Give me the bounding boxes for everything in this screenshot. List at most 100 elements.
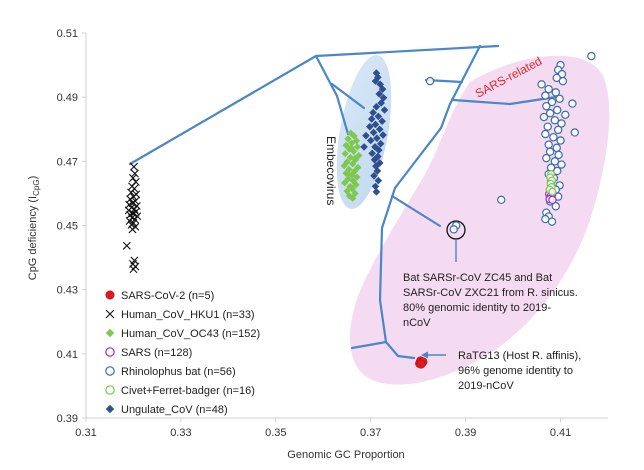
point-ungulate bbox=[367, 115, 376, 123]
dendrogram-trunk-base bbox=[350, 340, 388, 350]
data-marks bbox=[122, 51, 596, 369]
point-oc43 bbox=[351, 154, 359, 162]
dendrogram-top-branch bbox=[314, 44, 500, 58]
point-oc43 bbox=[347, 129, 355, 137]
point-hku1 bbox=[129, 162, 138, 171]
series-oc43 bbox=[340, 129, 363, 202]
legend-item-rhino: Rhinolophus bat (n=56) bbox=[105, 366, 236, 378]
y-tick-label: 0.45 bbox=[57, 221, 78, 233]
legend-item-civet: Civet+Ferret-badger (n=16) bbox=[105, 385, 255, 397]
legend-marker-oc43 bbox=[105, 328, 115, 338]
point-oc43 bbox=[355, 151, 363, 160]
y-axis-title: CpG deficiency (ICpG) bbox=[27, 176, 41, 281]
point-rhino bbox=[550, 116, 560, 125]
dendrogram-sars-branch bbox=[439, 44, 482, 130]
y-axis-title-end: ) bbox=[27, 176, 39, 180]
y-tick-label: 0.47 bbox=[57, 156, 78, 168]
point-rhino bbox=[553, 166, 562, 176]
legend: SARS-CoV-2 (n=5) Human_CoV_HKU1 (n=33) Hum… bbox=[105, 290, 260, 416]
legend-marker-sarscov2 bbox=[105, 290, 115, 300]
legend-label-ungulate: Ungulate_CoV (n=48) bbox=[121, 404, 228, 416]
zc45-highlight-ring bbox=[446, 220, 466, 240]
dendrogram-embecovirus-branch bbox=[314, 54, 350, 136]
y-tick-label: 0.51 bbox=[57, 28, 78, 40]
point-civet bbox=[548, 187, 557, 196]
legend-label-sarscov2: SARS-CoV-2 (n=5) bbox=[121, 290, 214, 302]
point-rhino bbox=[558, 76, 568, 86]
zc45-annotation-line-1: Bat SARSr-CoV ZC45 and Bat bbox=[403, 272, 552, 284]
point-ungulate bbox=[374, 176, 383, 185]
point-oc43 bbox=[350, 147, 358, 155]
dendrogram-hku1-branch bbox=[128, 54, 318, 166]
point-oc43 bbox=[353, 173, 361, 181]
point-ungulate bbox=[378, 117, 386, 126]
legend-label-civet: Civet+Ferret-badger (n=16) bbox=[121, 385, 255, 397]
x-axis-title: Genomic GC Proportion bbox=[287, 449, 404, 461]
point-ungulate bbox=[379, 131, 387, 139]
point-rhino bbox=[541, 91, 550, 100]
point-oc43 bbox=[347, 144, 355, 152]
legend-marker-civet bbox=[105, 385, 115, 395]
dendrogram-sars-inner-branch-2 bbox=[451, 95, 558, 106]
legend-item-sarscov2: SARS-CoV-2 (n=5) bbox=[105, 290, 214, 302]
zc45-annotation-line-2: SARSr-CoV ZXC21 from R. sinicus. bbox=[403, 287, 578, 299]
legend-label-rhino: Rhinolophus bat (n=56) bbox=[121, 366, 236, 378]
legend-label-hku1: Human_CoV_HKU1 (n=33) bbox=[121, 309, 255, 321]
point-rhino bbox=[549, 133, 558, 142]
ratg13-arrowhead bbox=[421, 351, 428, 359]
point-oc43 bbox=[345, 165, 353, 173]
point-ungulate bbox=[374, 73, 382, 82]
point-ungulate bbox=[365, 122, 374, 131]
point-rhino bbox=[568, 99, 577, 108]
point-rhino bbox=[570, 128, 579, 137]
point-rhino bbox=[556, 136, 565, 145]
dendrogram-zc45-branch bbox=[390, 194, 442, 228]
point-hku1 bbox=[128, 225, 137, 234]
dendrogram-main-trunk bbox=[378, 126, 443, 360]
point-ungulate bbox=[372, 102, 381, 111]
point-ungulate bbox=[379, 94, 388, 102]
point-rhino bbox=[553, 125, 563, 135]
point-sars bbox=[548, 195, 557, 205]
point-rhino bbox=[542, 101, 551, 111]
point-hku1 bbox=[122, 241, 131, 250]
legend-label-oc43: Human_CoV_OC43 (n=152) bbox=[121, 328, 260, 340]
y-tick-label: 0.43 bbox=[57, 285, 78, 297]
point-oc43 bbox=[348, 171, 356, 179]
y-tick-label: 0.41 bbox=[57, 349, 78, 361]
point-ungulate bbox=[369, 128, 378, 137]
zc45-annotation-line-3: 80% genomic identity to 2019- bbox=[403, 302, 551, 314]
point-rhino bbox=[551, 88, 561, 97]
point-ungulate bbox=[376, 139, 385, 148]
point-ungulate bbox=[374, 146, 383, 154]
point-oc43 bbox=[344, 135, 352, 143]
point-rhino bbox=[550, 157, 560, 166]
point-rhino bbox=[561, 110, 570, 120]
point-oc43 bbox=[352, 181, 360, 189]
point-ungulate bbox=[362, 131, 370, 140]
legend-label-sars: SARS (n=128) bbox=[121, 347, 192, 359]
point-ungulate bbox=[368, 149, 376, 158]
x-tick-label: 0.41 bbox=[550, 427, 571, 439]
x-tick-label: 0.39 bbox=[455, 427, 476, 439]
point-rhino bbox=[547, 217, 557, 226]
point-hku1 bbox=[124, 206, 133, 215]
series-civet bbox=[545, 170, 557, 196]
point-ungulate bbox=[375, 90, 384, 98]
point-ungulate bbox=[371, 77, 380, 85]
x-tick-label: 0.31 bbox=[75, 427, 96, 439]
point-rhino bbox=[587, 51, 596, 61]
point-ungulate bbox=[371, 143, 379, 151]
point-ungulate bbox=[360, 143, 368, 151]
legend-marker-sars bbox=[105, 347, 115, 357]
point-rhino bbox=[555, 94, 564, 103]
point-rhino bbox=[543, 122, 552, 131]
point-rhino bbox=[553, 105, 562, 115]
point-hku1 bbox=[127, 188, 136, 197]
point-ungulate bbox=[374, 112, 383, 121]
point-ungulate bbox=[366, 136, 375, 145]
series-ungulate bbox=[360, 69, 389, 196]
point-ungulate bbox=[371, 120, 380, 129]
point-rhino bbox=[547, 97, 557, 107]
